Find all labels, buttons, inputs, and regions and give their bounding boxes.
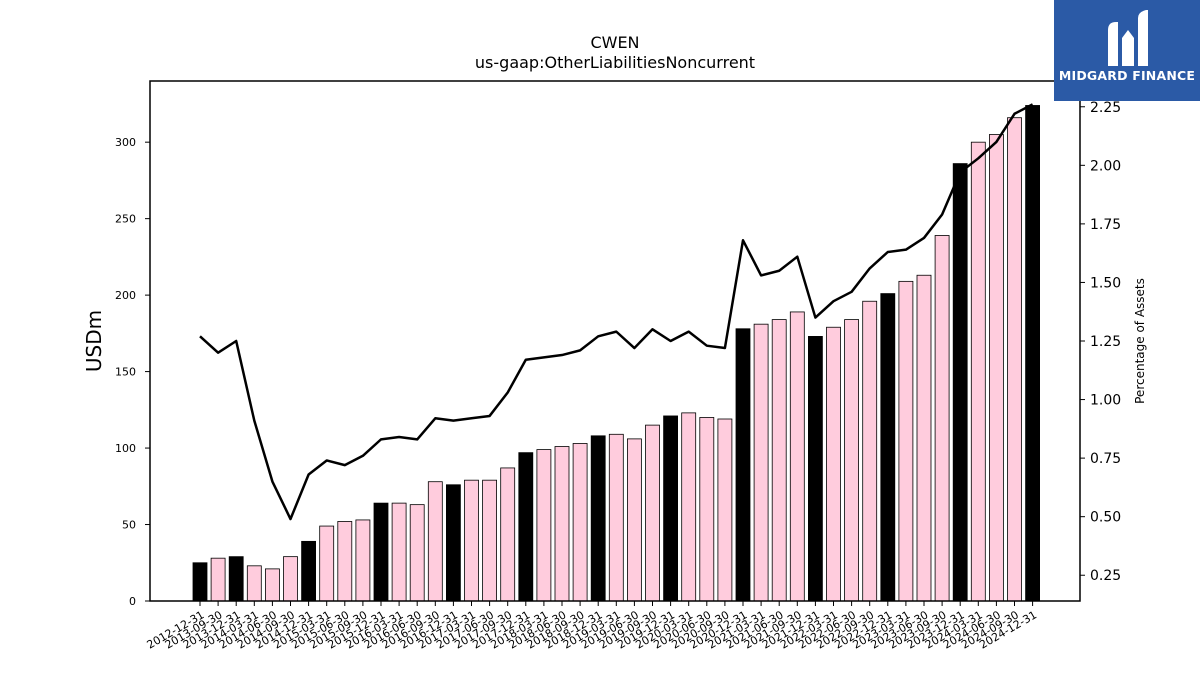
y-tick-label-left-0: 0 [129,595,136,608]
y-axis-right: 0.25 0.50 0.75 1.00 1.25 1.50 1.75 2.00 2.25 [1080,100,1121,584]
y-tick-label-left-300: 300 [115,136,136,149]
bar-2012-12-31 [192,562,208,602]
y-tick-label-right-1.00: 1.00 [1090,393,1121,409]
bar-2017-06-30 [482,479,498,602]
y-tick-label-right-0.75: 0.75 [1090,451,1121,467]
bar-2015-06-30 [337,521,353,602]
y-tick-label-right-0.25: 0.25 [1090,568,1121,584]
bar-2019-06-30 [627,438,642,602]
bar-2024-12-31 [1025,105,1040,602]
bar-2023-03-31 [898,280,914,602]
bar-2024-06-30 [989,134,1004,602]
logo: MIDGARD FINANCE [1054,0,1200,101]
chart-title: CWEN [590,33,639,52]
bar-2021-09-30 [789,311,805,602]
y-tick-label-left-200: 200 [115,289,136,302]
bar-2022-03-31 [826,326,841,602]
bar-2014-09-30 [283,556,298,602]
bar-2023-09-30 [934,235,950,602]
series-line-percentage-of-assets [199,103,1034,521]
bar-2015-09-30 [355,519,371,602]
bar-2016-12-31 [445,484,461,602]
chart-subtitle: us-gaap:OtherLiabilitiesNoncurrent [475,53,755,72]
y-tick-label-right-1.50: 1.50 [1090,275,1121,291]
bar-2023-12-31 [952,163,968,602]
logo-text: MIDGARD FINANCE [1058,68,1196,83]
bars-layer [192,105,1040,602]
y-tick-label-right-2.00: 2.00 [1090,158,1121,174]
bar-2024-09-30 [1007,117,1022,602]
y-tick-label-right-1.75: 1.75 [1090,217,1121,233]
bar-2016-09-30 [427,481,443,602]
y-axis-left: 0 50 100 150 200 250 300 [115,136,150,608]
bar-2022-06-30 [844,319,859,602]
x-axis: 2012-12-312013-09-302013-12-312014-03-31… [145,601,1039,652]
bar-2020-06-30 [699,417,715,602]
y-tick-label-right-2.25: 2.25 [1090,100,1121,116]
bar-2024-03-31 [970,141,986,602]
midgard-logo-icon [1108,10,1148,66]
bar-2013-09-30 [210,557,226,602]
bar-2021-12-31 [808,336,823,602]
bar-2022-09-30 [862,300,878,602]
bar-2014-06-30 [264,568,280,602]
bar-2013-12-31 [228,556,244,602]
bar-2014-03-31 [246,565,262,602]
bar-2018-06-30 [554,446,570,602]
bar-2020-03-31 [681,412,697,602]
bar-2019-09-30 [645,424,660,602]
bar-2019-03-31 [608,433,624,602]
bar-2017-12-31 [518,452,534,602]
y-tick-label-left-100: 100 [115,442,136,455]
y-tick-label-right-1.25: 1.25 [1090,334,1121,350]
bar-2016-06-30 [409,504,425,602]
bar-2015-12-31 [373,502,389,602]
y-axis-label-left: USDm [82,310,106,372]
y-tick-label-right-0.50: 0.50 [1090,510,1121,526]
bar-2015-03-31 [319,525,335,602]
bar-2020-12-31 [735,328,751,602]
bar-2019-12-31 [663,415,678,602]
y-tick-label-left-150: 150 [115,366,136,379]
y-tick-label-left-250: 250 [115,213,136,226]
bar-2023-06-30 [916,274,932,602]
y-axis-label-right: Percentage of Assets [1133,278,1147,404]
bar-2017-09-30 [500,467,516,602]
bar-2021-06-30 [771,319,787,602]
bar-2014-12-31 [301,540,317,602]
bar-2022-12-31 [880,293,896,602]
y-tick-label-left-50: 50 [122,519,136,532]
bar-2018-09-30 [572,443,588,602]
bar-2021-03-31 [753,323,769,602]
bar-2017-03-31 [464,479,479,602]
bar-2016-03-31 [391,502,407,602]
bar-2018-03-31 [536,449,552,602]
line-layer [199,103,1034,521]
bar-2018-12-31 [590,435,606,602]
bar-2020-09-30 [717,418,733,602]
